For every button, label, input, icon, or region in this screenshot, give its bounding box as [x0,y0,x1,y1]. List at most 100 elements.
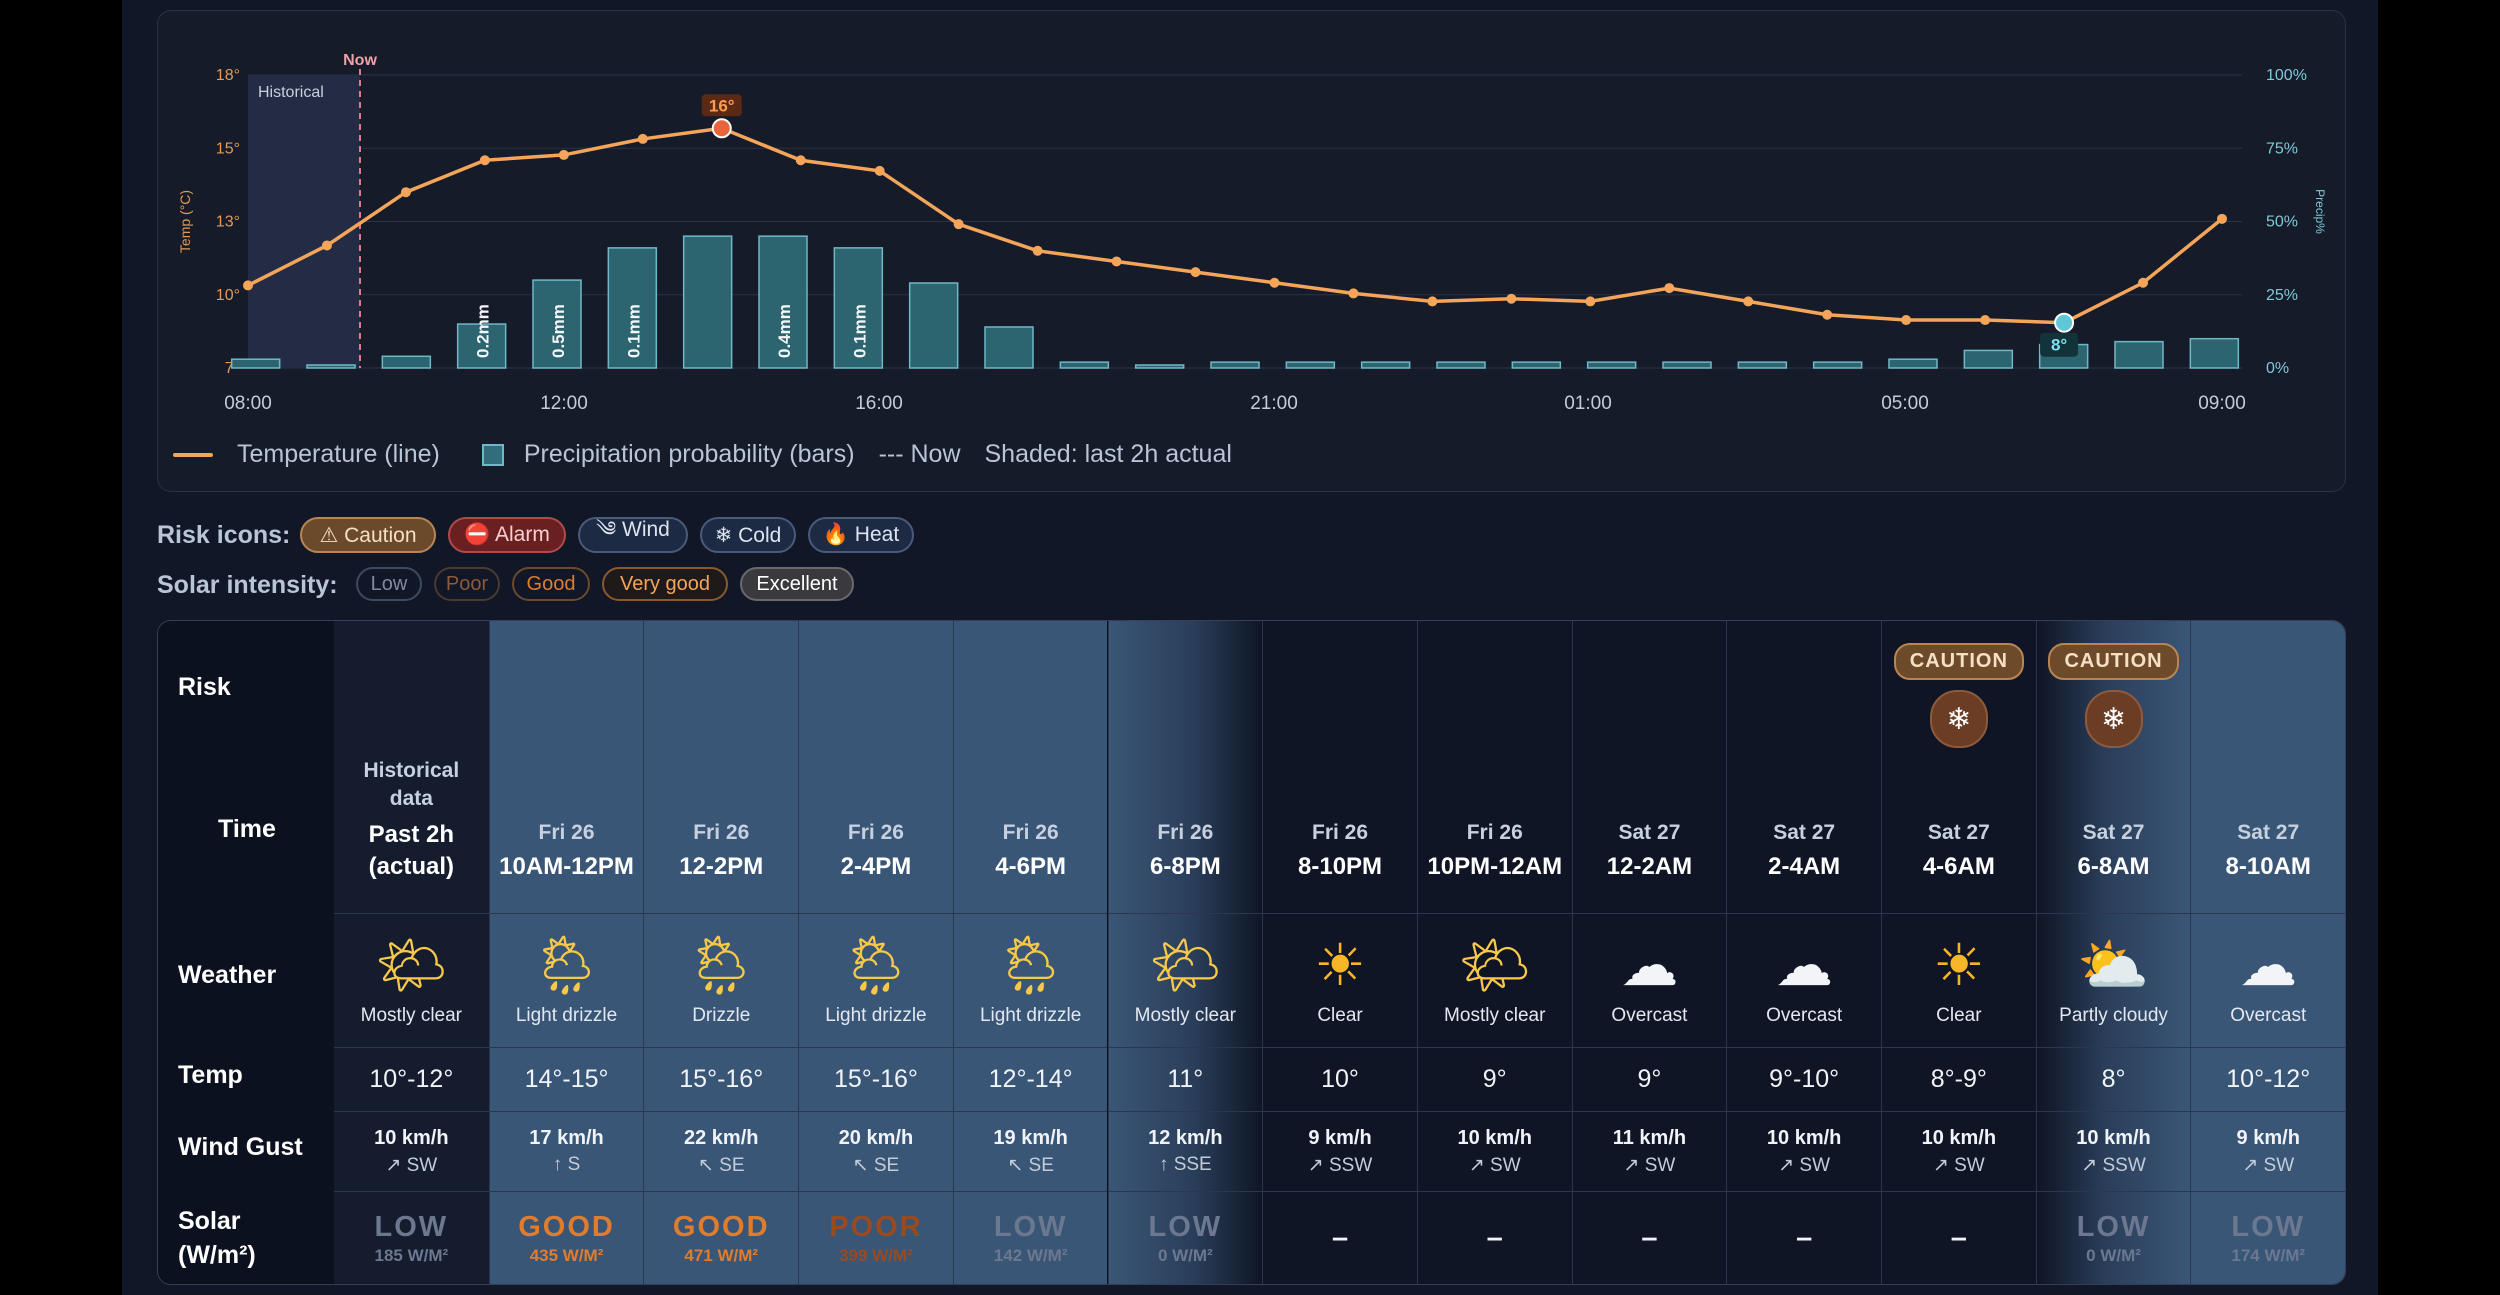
wind-direction: ↑ SSE [1158,1154,1212,1175]
temperature-point [321,240,332,251]
temperature-min-point [2054,312,2075,333]
weather-text: Overcast [1611,1004,1688,1026]
temperature-line [247,126,2224,325]
temperature-point [637,133,648,144]
row-label-solar: Solar (W/m²) [178,1207,256,1269]
solar-cell: LOW 174 W/M² [2191,1191,2345,1284]
time-range: 8-10PM [1298,853,1383,880]
wind-gust-value: 9 km/h [1308,1126,1372,1149]
precip-amount-label: 0.4mm [775,304,794,358]
wind-gust-value: 10 km/h [1921,1126,1997,1149]
wind-gust-value: 10 km/h [374,1126,449,1149]
time-range: 10AM-12PM [499,853,634,880]
temperature-point [479,155,490,166]
forecast-column: Fri 26 2-4PM 🌦 Light drizzle 15°-16° 20 km/h ↖… [798,621,953,1284]
time-day: Fri 26 [1157,821,1214,844]
temp-cell: 11° [1108,1047,1263,1111]
time-day: Historical data [363,759,460,810]
solar-value: 399 W/M² [839,1245,913,1265]
solar-intensity-label: Solar intensity: [157,571,338,599]
risk-chip-heat: 🔥 Heat [808,517,914,553]
solar-level: – [1331,1221,1349,1254]
solar-chip-very-good: Very good [602,567,728,601]
time-range: 8-10AM [2225,853,2311,880]
forecast-chart-card: 18°15°13°10°7°100%75%50%25%0%Temp (°C)Pr… [157,10,2346,492]
historical-label: Historical [258,84,324,101]
precip-bar [1360,361,1411,369]
weather-text: Overcast [2230,1004,2307,1026]
temp-cell: 10°-12° [334,1047,489,1111]
cloud-icon: ☁ [1775,932,1834,998]
forecast-column: Fri 26 6-8PM 🌤 Mostly clear 11° 12 km/h ↑ SSE L… [1107,621,1263,1284]
wind-gust-value: 12 km/h [1148,1127,1223,1149]
time-cell: Fri 26 4-6PM [954,621,1108,913]
precip-bar [2189,337,2240,369]
temperature-point [1743,296,1754,307]
risk-chip-alarm: ⛔ Alarm [448,517,566,553]
drizzle-icon: 🌦 [684,932,759,998]
wind-direction: ↗ SW [2242,1154,2295,1176]
low-label-bg [2040,332,2079,357]
mostly-clear-icon: 🌤 [374,932,449,998]
weather-text: Mostly clear [1444,1004,1546,1026]
drizzle-icon: 🌦 [993,932,1068,998]
precip-bar [306,364,356,369]
forecast-column: Fri 26 4-6PM 🌦 Light drizzle 12°-14° 19 km/h ↖… [952,621,1108,1284]
solar-cell: GOOD 471 W/M² [644,1191,799,1284]
weather-text: Clear [1317,1004,1363,1026]
solar-level: LOW [1148,1210,1223,1243]
time-day: Sat 27 [2237,821,2300,844]
cold-risk-icon: ❄ [2084,690,2143,748]
temperature-point [400,187,411,198]
solar-chip-good: Good [512,567,590,601]
right-tick-label: 50% [2266,214,2298,231]
temperature-point [1269,277,1280,288]
solar-value: 471 W/M² [684,1245,759,1265]
forecast-chart: 18°15°13°10°7°100%75%50%25%0%Temp (°C)Pr… [177,52,2327,414]
time-cell: Fri 26 12-2PM [644,621,798,913]
temperature-point [1111,256,1122,267]
temperature-legend-swatch [173,452,213,457]
wind-direction: ↖ SE [697,1154,745,1176]
drizzle-icon: 🌦 [839,932,913,998]
wind-cell: 10 km/h ↗ SW [1417,1111,1572,1191]
precip-bar [2114,340,2164,369]
x-tick-label: 12:00 [540,393,588,414]
solar-cell: GOOD 435 W/M² [489,1191,644,1284]
temp-cell: 8° [2036,1047,2191,1111]
weather-cell: 🌤 Mostly clear [1108,913,1263,1047]
time-cell: Fri 26 2-4PM [799,621,953,913]
time-cell: Sat 27 4-6AM [1882,621,2036,913]
wind-cell: 9 km/h ↗ SSW [1263,1111,1417,1191]
temp-cell: 8°-9° [1882,1047,2036,1111]
solar-cell: – [1417,1191,1572,1284]
solar-cell: LOW 142 W/M² [953,1191,1108,1284]
temperature-point [1032,245,1043,256]
time-range: 10PM-12AM [1427,853,1563,880]
precip-bar [1436,361,1486,369]
wind-direction: ↖ SE [852,1154,900,1176]
precip-bar [1662,361,1712,369]
x-tick-label: 05:00 [1881,393,1929,414]
wind-cell: 10 km/h ↗ SW [334,1111,489,1191]
wind-cell: 19 km/h ↖ SE [953,1111,1108,1191]
solar-cell: LOW 0 W/M² [1108,1191,1263,1284]
wind-direction: ↗ SW [1623,1154,1676,1176]
temperature-point [953,219,964,230]
wind-direction: ↗ SW [1778,1154,1831,1176]
temperature-point [2217,213,2227,224]
precip-bar [1737,361,1788,369]
weather-cell: 🌤 Mostly clear [1417,913,1572,1047]
temperature-point [1190,267,1201,278]
time-cell: Fri 26 8-10PM [1263,621,1417,913]
partly-cloudy-icon: ⛅ [2077,932,2150,998]
weather-cell: 🌦 Light drizzle [953,913,1108,1047]
temperature-point [1506,293,1517,304]
forecast-column: Fri 26 10PM-12AM 🌤 Mostly clear 9° 10 km/h ↗ S… [1416,621,1572,1284]
forecast-column: Fri 26 10AM-12PM 🌦 Light drizzle 14°-15° 17 k… [488,621,644,1284]
precip-bar [1888,358,1938,369]
sun-icon: ☀ [1932,932,1985,998]
weather-cell: 🌤 Mostly clear [334,913,489,1047]
temperature-point [1664,283,1675,294]
weather-text: Light drizzle [825,1004,927,1026]
